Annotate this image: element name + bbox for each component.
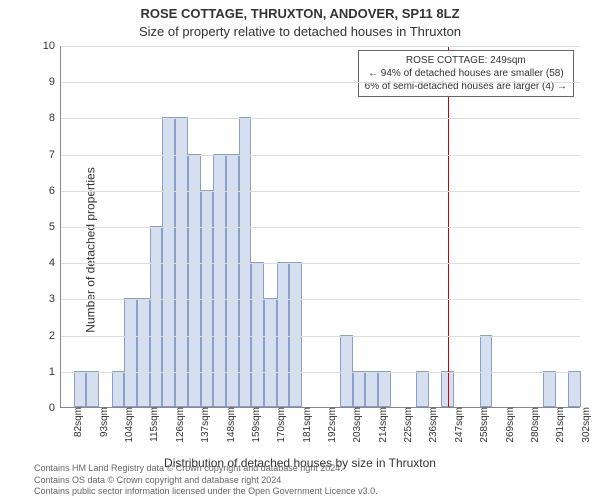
gridline	[61, 227, 580, 228]
bar	[124, 298, 137, 407]
gridline	[61, 155, 580, 156]
y-tick-label: 10	[31, 40, 61, 52]
x-tick-label: 258sqm	[477, 407, 490, 443]
bar	[86, 371, 99, 407]
bar	[112, 371, 125, 407]
bar	[74, 371, 87, 407]
x-tick-label: 302sqm	[579, 407, 592, 443]
y-tick-label: 1	[31, 366, 61, 378]
gridline	[61, 336, 580, 337]
reference-annotation-box: ROSE COTTAGE: 249sqm ← 94% of detached h…	[358, 50, 574, 97]
gridline	[61, 299, 580, 300]
footnote-line-2: Contains OS data © Crown copyright and d…	[34, 475, 378, 487]
x-tick-label: 82sqm	[71, 407, 84, 437]
footnote-line-3: Contains public sector information licen…	[34, 486, 378, 498]
x-tick-label: 148sqm	[224, 407, 237, 443]
x-tick-label: 126sqm	[173, 407, 186, 443]
chart-subtitle: Size of property relative to detached ho…	[0, 24, 600, 39]
bar	[137, 298, 150, 407]
y-tick-label: 4	[31, 257, 61, 269]
bar	[277, 262, 290, 407]
footnote: Contains HM Land Registry data © Crown c…	[34, 463, 378, 498]
gridline	[61, 118, 580, 119]
x-tick-label: 104sqm	[122, 407, 135, 443]
x-tick-label: 214sqm	[376, 407, 389, 443]
x-tick-label: 269sqm	[503, 407, 516, 443]
y-tick-label: 6	[31, 185, 61, 197]
chart-title: ROSE COTTAGE, THRUXTON, ANDOVER, SP11 8L…	[0, 6, 600, 21]
x-tick-label: 137sqm	[198, 407, 211, 443]
y-tick-label: 0	[31, 402, 61, 414]
bar	[289, 262, 302, 407]
x-tick-label: 247sqm	[452, 407, 465, 443]
bar	[353, 371, 366, 407]
plot-area: ROSE COTTAGE: 249sqm ← 94% of detached h…	[60, 46, 580, 408]
footnote-line-1: Contains HM Land Registry data © Crown c…	[34, 463, 378, 475]
bar	[340, 335, 353, 407]
bar	[416, 371, 429, 407]
annot-line-1: ROSE COTTAGE: 249sqm	[365, 54, 567, 67]
y-tick-label: 9	[31, 76, 61, 88]
bar	[480, 335, 493, 407]
x-tick-label: 236sqm	[426, 407, 439, 443]
x-tick-label: 93sqm	[97, 407, 110, 437]
gridline	[61, 372, 580, 373]
bar	[251, 262, 264, 407]
x-tick-label: 181sqm	[300, 407, 313, 443]
x-tick-label: 291sqm	[553, 407, 566, 443]
bar	[568, 371, 581, 407]
annot-line-2: ← 94% of detached houses are smaller (58…	[365, 67, 567, 80]
bar	[150, 226, 163, 407]
y-tick-label: 7	[31, 149, 61, 161]
bar	[365, 371, 378, 407]
y-tick-label: 8	[31, 112, 61, 124]
gridline	[61, 191, 580, 192]
x-tick-label: 203sqm	[350, 407, 363, 443]
bar	[543, 371, 556, 407]
gridline	[61, 263, 580, 264]
x-tick-label: 280sqm	[528, 407, 541, 443]
y-tick-label: 3	[31, 293, 61, 305]
x-tick-label: 159sqm	[249, 407, 262, 443]
x-tick-label: 192sqm	[325, 407, 338, 443]
gridline	[61, 82, 580, 83]
bar	[378, 371, 391, 407]
gridline	[61, 46, 580, 47]
y-tick-label: 2	[31, 330, 61, 342]
x-tick-label: 115sqm	[147, 407, 160, 442]
bar	[264, 298, 277, 407]
x-tick-label: 170sqm	[274, 407, 287, 443]
x-tick-label: 225sqm	[401, 407, 414, 443]
y-tick-label: 5	[31, 221, 61, 233]
